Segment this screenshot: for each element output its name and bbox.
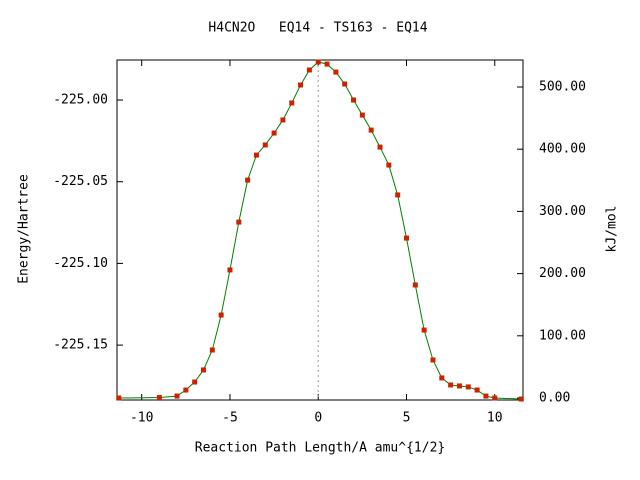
data-point [289,100,295,106]
data-point [342,81,348,87]
data-point [298,82,304,88]
data-point [183,387,189,393]
data-point [456,383,462,389]
y-tick-label: -225.05 [53,174,108,189]
chart-title: H4CN2O EQ14 - TS163 - EQ14 [208,21,427,36]
data-point [518,396,524,402]
y2-tick-label: 100.00 [539,328,586,343]
data-point [174,393,180,399]
plot-frame [116,59,524,401]
data-point [116,395,122,401]
data-point [245,177,251,183]
y2-tick-label: 400.00 [539,142,586,157]
series-line [118,61,522,400]
data-point [253,152,259,158]
data-point [412,282,418,288]
data-point [156,395,162,401]
x-tick-label: -5 [222,411,238,426]
data-point [359,112,365,118]
data-point [315,59,321,65]
x-tick-label: 0 [314,411,322,426]
y2-tick-label: 0.00 [539,391,570,406]
y-tick-label: -225.10 [53,256,108,271]
data-point [200,367,206,373]
data-point [448,382,454,388]
data-point [209,347,215,353]
data-point [262,142,268,148]
data-point [395,192,401,198]
data-point [465,384,471,390]
data-point [377,144,383,150]
data-point [280,117,286,123]
x-axis-label: Reaction Path Length/A amu^{1/2} [195,441,445,456]
data-point [192,379,198,385]
data-point [386,162,392,168]
data-point [306,67,312,73]
data-point [218,312,224,318]
data-point [227,267,233,273]
data-point [439,375,445,381]
x-tick-label: -10 [130,411,153,426]
y-tick-label: -225.15 [53,338,108,353]
y2-tick-label: 300.00 [539,204,586,219]
data-point [483,393,489,399]
y2-axis-label: kJ/mol [605,206,620,253]
x-tick-label: 5 [403,411,411,426]
data-point [403,235,409,241]
data-point [474,387,480,393]
data-point [236,219,242,225]
data-point [351,97,357,103]
y2-tick-label: 500.00 [539,79,586,94]
data-point [271,130,277,136]
data-point [430,357,436,363]
y-tick-label: -225.00 [53,93,108,108]
data-point [421,327,427,333]
data-point [492,395,498,401]
y-axis-label: Energy/Hartree [17,174,32,284]
x-tick-label: 10 [487,411,503,426]
y2-tick-label: 200.00 [539,266,586,281]
data-point [368,127,374,133]
data-point [333,69,339,75]
data-point [324,61,330,67]
